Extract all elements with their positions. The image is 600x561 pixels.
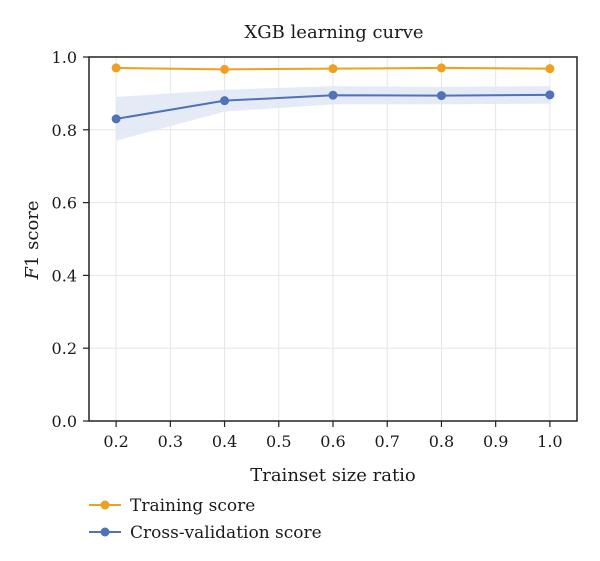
- y-axis-label: F1 score: [22, 200, 43, 280]
- training-score-point: [436, 63, 446, 73]
- x-tick-label: 0.8: [429, 432, 454, 451]
- y-tick-label: 0.8: [52, 121, 77, 140]
- legend: Training score Cross-validation score: [89, 496, 322, 543]
- x-tick-label: 1.0: [537, 432, 562, 451]
- y-tick-label: 1.0: [52, 48, 77, 67]
- series-layer: [111, 63, 555, 124]
- y-tick-label: 0.0: [52, 412, 77, 431]
- cross-validation-score-point: [328, 90, 338, 100]
- x-axis-label: Trainset size ratio: [250, 465, 416, 486]
- training-score-point: [111, 63, 121, 73]
- cross-validation-score-point: [436, 91, 446, 101]
- x-tick-label: 0.6: [320, 432, 345, 451]
- legend-cross-validation-score-marker: [100, 527, 110, 537]
- training-score-point: [328, 64, 338, 74]
- x-tick-label: 0.9: [483, 432, 508, 451]
- x-tick-label: 0.4: [212, 432, 237, 451]
- y-tick-label: 0.6: [52, 194, 77, 213]
- y-tick-label: 0.4: [52, 266, 77, 285]
- y-tick-label: 0.2: [52, 339, 77, 358]
- grid: [89, 56, 577, 422]
- cross-validation-score-point: [220, 96, 230, 106]
- x-ticks: 0.2 0.3 0.4 0.5 0.6 0.7 0.8 0.9 1.0: [103, 421, 563, 451]
- legend-training-score-marker: [100, 500, 110, 510]
- y-ticks: 0.0 0.2 0.4 0.6 0.8 1.0: [52, 48, 89, 431]
- legend-training-score-label: Training score: [130, 496, 255, 516]
- legend-cross-validation-score-label: Cross-validation score: [130, 523, 322, 543]
- cross-validation-score-point: [111, 114, 121, 124]
- x-tick-label: 0.7: [374, 432, 399, 451]
- training-score-point: [545, 64, 555, 74]
- training-score-point: [220, 64, 230, 74]
- x-tick-label: 0.3: [158, 432, 183, 451]
- chart-title: XGB learning curve: [244, 22, 423, 43]
- x-tick-label: 0.5: [266, 432, 291, 451]
- cross-validation-score-point: [545, 90, 555, 100]
- x-tick-label: 0.2: [103, 432, 128, 451]
